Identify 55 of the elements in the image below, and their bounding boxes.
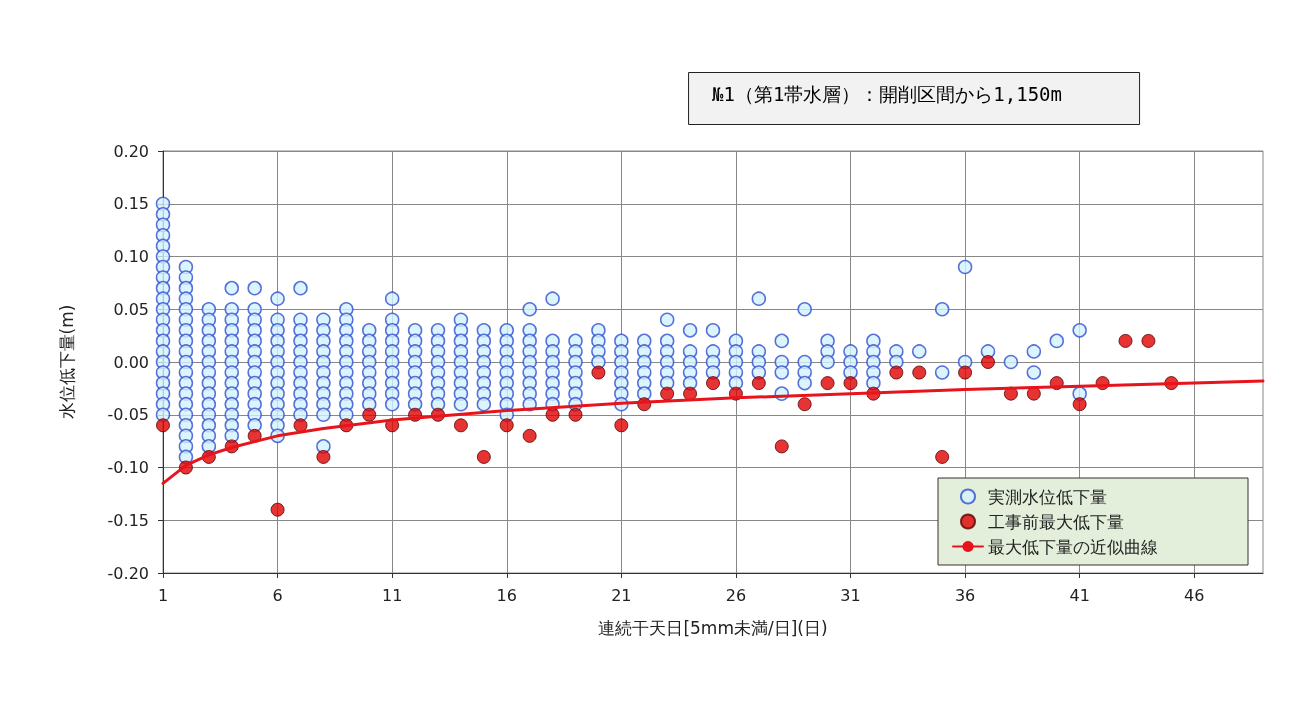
legend-label: 実測水位低下量 [988,486,1107,507]
y-tick-label: 0.00 [113,352,149,372]
legend-label: 最大低下量の近似曲線 [988,536,1158,557]
point [935,449,950,464]
point [981,355,995,369]
legend-label: 工事前最大低下量 [988,511,1124,532]
point [1072,397,1087,412]
y-tick-label: 0.15 [113,194,149,214]
line-series [161,379,1265,485]
point [453,418,468,433]
y-tick-label: 0.10 [113,247,149,266]
y-tick-label: -0.20 [107,563,149,583]
point [362,407,377,422]
x-tick-label: 46 [1184,585,1205,605]
point [660,386,675,401]
x-tick-label: 6 [272,585,283,605]
point [614,418,629,433]
point [820,376,835,391]
point [545,407,560,422]
point [683,386,698,401]
x-tick-label: 21 [611,585,632,605]
x-tick-label: 41 [1069,585,1090,605]
point [316,449,331,464]
point [1141,333,1156,348]
point [706,376,720,391]
y-tick-label: -0.10 [107,458,149,477]
x-axis-title: 連続干天日[5mm未満/日](日) [598,617,828,638]
point [499,418,514,433]
x-tick-label: 11 [381,585,403,605]
point [912,365,927,380]
point [843,376,858,391]
point [591,365,606,380]
y-tick-label: -0.05 [107,405,149,425]
point [293,418,308,433]
point [958,365,973,380]
point [476,449,491,464]
point [889,365,904,380]
chart-title: №1（第1帯水層）：開削区間から1,150m [712,82,1062,105]
point [522,428,537,443]
y-tick-label: 0.20 [113,141,149,161]
point [751,376,766,391]
x-tick-label: 1 [157,585,169,605]
x-tick-label: 16 [496,585,517,605]
point [568,407,583,422]
point [797,397,812,412]
y-tick-label: -0.15 [107,510,149,530]
point [270,502,285,517]
y-axis-title: 水位低下量(m) [56,304,77,420]
point [156,418,170,433]
point [774,439,789,454]
point [1118,333,1133,348]
x-tick-label: 31 [840,585,861,605]
x-tick-label: 26 [725,585,747,605]
x-tick-label: 36 [954,585,976,605]
y-tick-label: 0.05 [113,299,149,319]
